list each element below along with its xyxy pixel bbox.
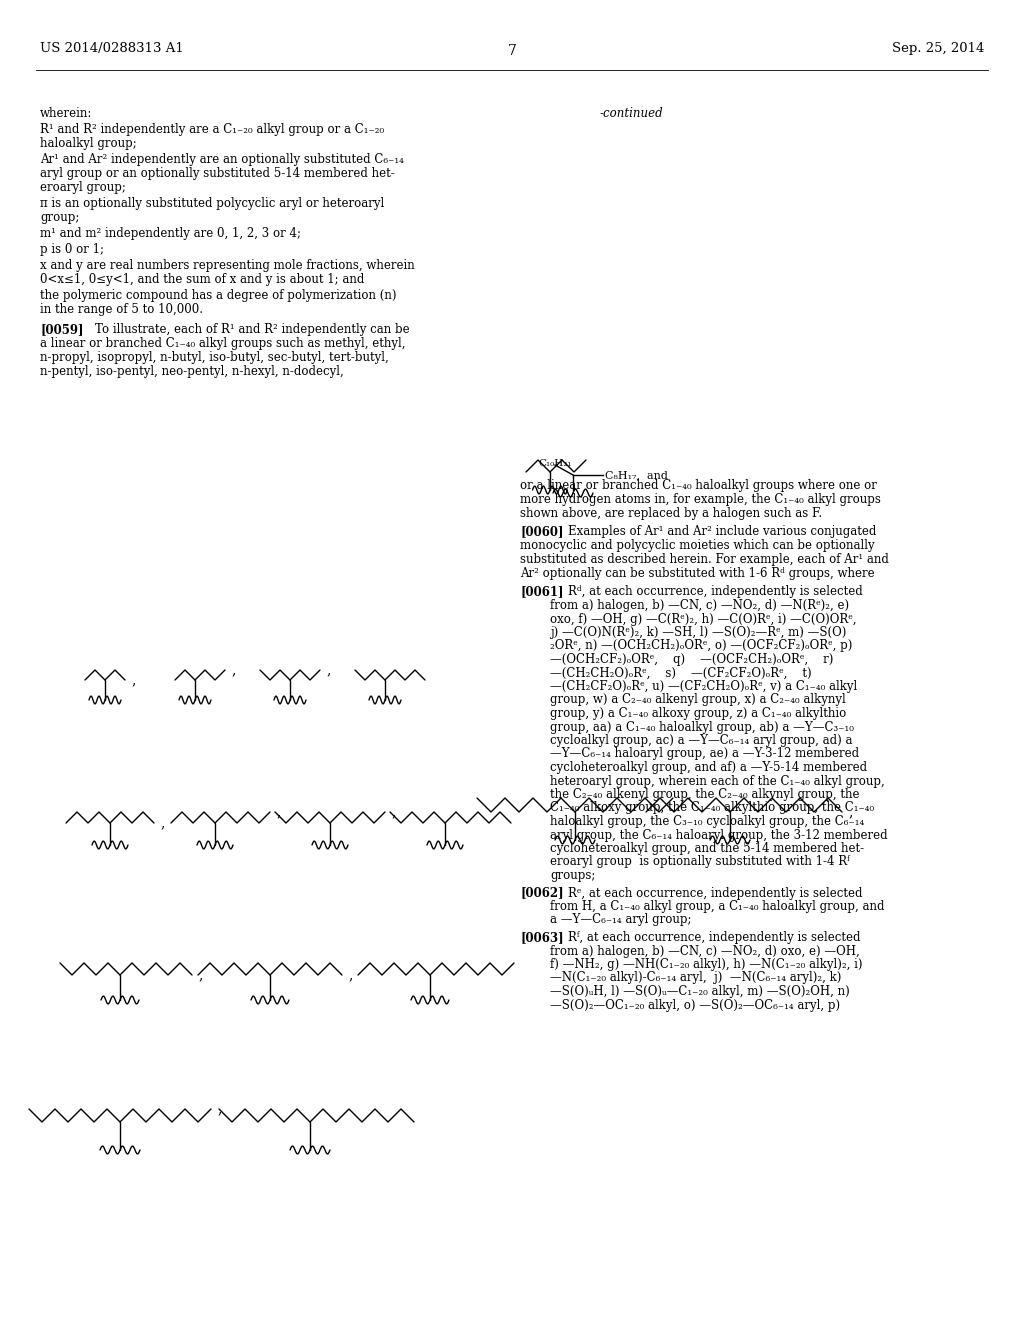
Text: —(CH₂CF₂O)ₒRᵉ, u) —(CF₂CH₂O)ₒRᵉ, v) a C₁₋₄₀ alkyl: —(CH₂CF₂O)ₒRᵉ, u) —(CF₂CH₂O)ₒRᵉ, v) a C₁… [550, 680, 857, 693]
Text: oxo, f) —OH, g) —C(Rᵉ)₂, h) —C(O)Rᵉ, i) —C(O)ORᵉ,: oxo, f) —OH, g) —C(Rᵉ)₂, h) —C(O)Rᵉ, i) … [550, 612, 856, 626]
Text: wherein:: wherein: [40, 107, 92, 120]
Text: group, w) a C₂₋₄₀ alkenyl group, x) a C₂₋₄₀ alkynyl: group, w) a C₂₋₄₀ alkenyl group, x) a C₂… [550, 693, 846, 706]
Text: substituted as described herein. For example, each of Ar¹ and: substituted as described herein. For exa… [520, 553, 889, 566]
Text: group, aa) a C₁₋₄₀ haloalkyl group, ab) a —Y—C₃₋₁₀: group, aa) a C₁₋₄₀ haloalkyl group, ab) … [550, 721, 854, 734]
Text: monocyclic and polycyclic moieties which can be optionally: monocyclic and polycyclic moieties which… [520, 539, 874, 552]
Text: in the range of 5 to 10,000.: in the range of 5 to 10,000. [40, 304, 203, 315]
Text: ,: , [848, 805, 852, 818]
Text: To illustrate, each of R¹ and R² independently can be: To illustrate, each of R¹ and R² indepen… [95, 323, 410, 337]
Text: ,: , [679, 791, 683, 805]
Text: —N(C₁₋₂₀ alkyl)-C₆₋₁₄ aryl,  j)  —N(C₆₋₁₄ aryl)₂, k): —N(C₁₋₂₀ alkyl)-C₆₋₁₄ aryl, j) —N(C₆₋₁₄ … [550, 972, 842, 985]
Text: eroaryl group  is optionally substituted with 1-4 Rᶠ: eroaryl group is optionally substituted … [550, 855, 850, 869]
Text: ,: , [131, 673, 135, 686]
Text: a —Y—C₆₋₁₄ aryl group;: a —Y—C₆₋₁₄ aryl group; [550, 913, 691, 927]
Text: cycloheteroalkyl group, and the 5-14 membered het-: cycloheteroalkyl group, and the 5-14 mem… [550, 842, 864, 855]
Text: f) —NH₂, g) —NH(C₁₋₂₀ alkyl), h) —N(C₁₋₂₀ alkyl)₂, i): f) —NH₂, g) —NH(C₁₋₂₀ alkyl), h) —N(C₁₋₂… [550, 958, 862, 972]
Text: ,: , [217, 1102, 221, 1115]
Text: Sep. 25, 2014: Sep. 25, 2014 [892, 42, 984, 55]
Text: US 2014/0288313 A1: US 2014/0288313 A1 [40, 42, 183, 55]
Text: C₁₀H₂₁: C₁₀H₂₁ [538, 459, 571, 469]
Text: [0062]: [0062] [520, 887, 563, 899]
Text: [0061]: [0061] [520, 585, 563, 598]
Text: aryl group, the C₆₋₁₄ haloaryl group, the 3-12 membered: aryl group, the C₆₋₁₄ haloaryl group, th… [550, 829, 888, 842]
Text: group, y) a C₁₋₄₀ alkoxy group, z) a C₁₋₄₀ alkylthio: group, y) a C₁₋₄₀ alkoxy group, z) a C₁₋… [550, 708, 846, 719]
Text: the C₂₋₄₀ alkenyl group, the C₂₋₄₀ alkynyl group, the: the C₂₋₄₀ alkenyl group, the C₂₋₄₀ alkyn… [550, 788, 859, 801]
Text: 7: 7 [508, 44, 516, 58]
Text: [0060]: [0060] [520, 525, 563, 539]
Text: —(CH₂CH₂O)ₒRᵉ,    s)    —(CF₂CF₂O)ₒRᵉ,    t): —(CH₂CH₂O)ₒRᵉ, s) —(CF₂CF₂O)ₒRᵉ, t) [550, 667, 812, 680]
Text: x and y are real numbers representing mole fractions, wherein: x and y are real numbers representing mo… [40, 259, 415, 272]
Text: [0059]: [0059] [40, 323, 84, 337]
Text: more hydrogen atoms in, for example, the C₁₋₄₀ alkyl groups: more hydrogen atoms in, for example, the… [520, 492, 881, 506]
Text: R¹ and R² independently are a C₁₋₂₀ alkyl group or a C₁₋₂₀: R¹ and R² independently are a C₁₋₂₀ alky… [40, 123, 384, 136]
Text: ,: , [391, 805, 395, 818]
Text: cycloheteroalkyl group, and af) a —Y-5-14 membered: cycloheteroalkyl group, and af) a —Y-5-1… [550, 762, 867, 774]
Text: ,: , [231, 663, 236, 677]
Text: ,: , [160, 816, 165, 830]
Text: —S(O)₂—OC₁₋₂₀ alkyl, o) —S(O)₂—OC₆₋₁₄ aryl, p): —S(O)₂—OC₁₋₂₀ alkyl, o) —S(O)₂—OC₆₋₁₄ ar… [550, 998, 840, 1011]
Text: Rᵈ, at each occurrence, independently is selected: Rᵈ, at each occurrence, independently is… [568, 585, 863, 598]
Text: from a) halogen, b) —CN, c) —NO₂, d) oxo, e) —OH,: from a) halogen, b) —CN, c) —NO₂, d) oxo… [550, 945, 860, 957]
Text: —(OCH₂CF₂)ₒORᵉ,    q)    —(OCF₂CH₂)ₒORᵉ,    r): —(OCH₂CF₂)ₒORᵉ, q) —(OCF₂CH₂)ₒORᵉ, r) [550, 653, 834, 667]
Text: haloalkyl group, the C₃₋₁₀ cycloalkyl group, the C₆₋₁₄: haloalkyl group, the C₃₋₁₀ cycloalkyl gr… [550, 814, 864, 828]
Text: π is an optionally substituted polycyclic aryl or heteroaryl: π is an optionally substituted polycycli… [40, 197, 384, 210]
Text: from H, a C₁₋₄₀ alkyl group, a C₁₋₄₀ haloalkyl group, and: from H, a C₁₋₄₀ alkyl group, a C₁₋₄₀ hal… [550, 900, 885, 913]
Text: —Y—C₆₋₁₄ haloaryl group, ae) a —Y-3-12 membered: —Y—C₆₋₁₄ haloaryl group, ae) a —Y-3-12 m… [550, 747, 859, 760]
Text: ,: , [326, 663, 331, 677]
Text: or a linear or branched C₁₋₄₀ haloalkyl groups where one or: or a linear or branched C₁₋₄₀ haloalkyl … [520, 479, 877, 492]
Text: p is 0 or 1;: p is 0 or 1; [40, 243, 104, 256]
Text: Ar² optionally can be substituted with 1-6 Rᵈ groups, where: Ar² optionally can be substituted with 1… [520, 568, 874, 579]
Text: heteroaryl group, wherein each of the C₁₋₄₀ alkyl group,: heteroaryl group, wherein each of the C₁… [550, 775, 885, 788]
Text: C₈H₁₇,  and: C₈H₁₇, and [605, 470, 668, 480]
Text: aryl group or an optionally substituted 5-14 membered het-: aryl group or an optionally substituted … [40, 168, 394, 180]
Text: —S(O)ᵤH, l) —S(O)ᵤ—C₁₋₂₀ alkyl, m) —S(O)₂OH, n): —S(O)ᵤH, l) —S(O)ᵤ—C₁₋₂₀ alkyl, m) —S(O)… [550, 985, 850, 998]
Text: from a) halogen, b) —CN, c) —NO₂, d) —N(Rᵉ)₂, e): from a) halogen, b) —CN, c) —NO₂, d) —N(… [550, 599, 849, 612]
Text: haloalkyl group;: haloalkyl group; [40, 137, 137, 150]
Text: eroaryl group;: eroaryl group; [40, 181, 126, 194]
Text: group;: group; [40, 211, 80, 224]
Text: cycloalkyl group, ac) a —Y—C₆₋₁₄ aryl group, ad) a: cycloalkyl group, ac) a —Y—C₆₋₁₄ aryl gr… [550, 734, 853, 747]
Text: ,: , [198, 968, 203, 982]
Text: Examples of Ar¹ and Ar² include various conjugated: Examples of Ar¹ and Ar² include various … [568, 525, 877, 539]
Text: [0063]: [0063] [520, 931, 563, 944]
Text: Rᶠ, at each occurrence, independently is selected: Rᶠ, at each occurrence, independently is… [568, 931, 860, 944]
Text: m¹ and m² independently are 0, 1, 2, 3 or 4;: m¹ and m² independently are 0, 1, 2, 3 o… [40, 227, 301, 240]
Text: groups;: groups; [550, 869, 595, 882]
Text: Ar¹ and Ar² independently are an optionally substituted C₆₋₁₄: Ar¹ and Ar² independently are an optiona… [40, 153, 403, 166]
Text: 0<x≤1, 0≤y<1, and the sum of x and y is about 1; and: 0<x≤1, 0≤y<1, and the sum of x and y is … [40, 273, 365, 286]
Text: ₂ORᵉ, n) —(OCH₂CH₂)ₒORᵉ, o) —(OCF₂CF₂)ₒORᵉ, p): ₂ORᵉ, n) —(OCH₂CH₂)ₒORᵉ, o) —(OCF₂CF₂)ₒO… [550, 639, 852, 652]
Text: -continued: -continued [600, 107, 664, 120]
Text: ,: , [348, 968, 352, 982]
Text: a linear or branched C₁₋₄₀ alkyl groups such as methyl, ethyl,: a linear or branched C₁₋₄₀ alkyl groups … [40, 337, 406, 350]
Text: ,: , [276, 805, 281, 818]
Text: C₁₋₄₀ alkoxy group, the C₁₋₄₀ alkylthio group, the C₁₋₄₀: C₁₋₄₀ alkoxy group, the C₁₋₄₀ alkylthio … [550, 801, 874, 814]
Text: j) —C(O)N(Rᵉ)₂, k) —SH, l) —S(O)₂—Rᵉ, m) —S(O): j) —C(O)N(Rᵉ)₂, k) —SH, l) —S(O)₂—Rᵉ, m)… [550, 626, 847, 639]
Text: n-pentyl, iso-pentyl, neo-pentyl, n-hexyl, n-dodecyl,: n-pentyl, iso-pentyl, neo-pentyl, n-hexy… [40, 366, 344, 378]
Text: shown above, are replaced by a halogen such as F.: shown above, are replaced by a halogen s… [520, 507, 822, 520]
Text: n-propyl, isopropyl, n-butyl, iso-butyl, sec-butyl, tert-butyl,: n-propyl, isopropyl, n-butyl, iso-butyl,… [40, 351, 389, 364]
Text: the polymeric compound has a degree of polymerization (n): the polymeric compound has a degree of p… [40, 289, 396, 302]
Text: Rᵉ, at each occurrence, independently is selected: Rᵉ, at each occurrence, independently is… [568, 887, 862, 899]
